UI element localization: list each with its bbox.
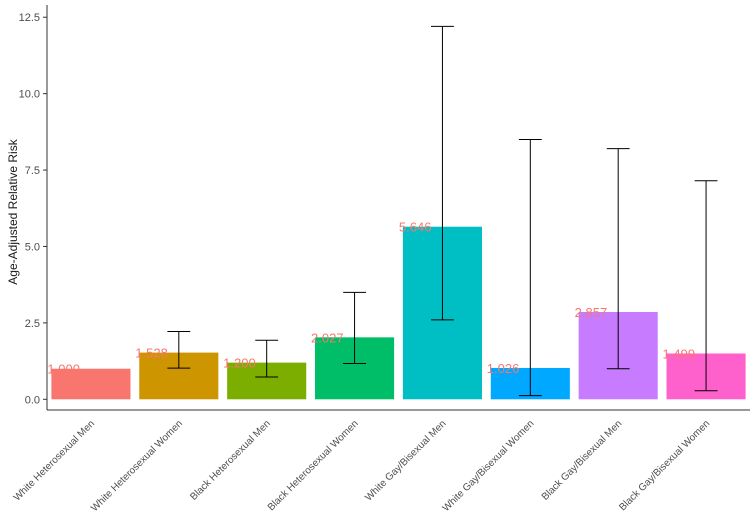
data-label: 2.857 <box>575 305 608 320</box>
bar <box>51 368 131 400</box>
y-tick-label: 7.5 <box>25 165 40 177</box>
bars-group <box>51 226 746 400</box>
x-tick-label: Black Heterosexual Men <box>188 418 272 502</box>
x-tick-label: White Heterosexual Men <box>12 418 97 503</box>
data-label: 1.026 <box>487 361 520 376</box>
value-labels-group: 1.000 1.528 1.200 2.027 5.646 1.026 2.857 1.499 <box>47 220 695 377</box>
y-tick-label: 0.0 <box>25 394 40 406</box>
data-label: 1.000 <box>47 362 80 377</box>
data-label: 2.027 <box>311 330 344 345</box>
y-tick-label: 2.5 <box>25 318 40 330</box>
y-axis-title: Age-Adjusted Relative Risk <box>6 138 20 284</box>
y-tick-label: 12.5 <box>19 12 40 24</box>
y-axis: 0.0 2.5 5.0 7.5 10.0 12.5 <box>19 5 48 410</box>
x-tick-label: Black Heterosexual Women <box>266 418 361 513</box>
data-label: 1.200 <box>223 356 256 371</box>
x-tick-label: White Gay/Bisexual Women <box>441 418 537 514</box>
data-label: 5.646 <box>399 220 432 235</box>
y-tick-label: 10.0 <box>19 89 40 101</box>
data-label: 1.528 <box>135 346 168 361</box>
y-tick-label: 5.0 <box>25 241 40 253</box>
data-label: 1.499 <box>663 346 696 361</box>
x-tick-label: Black Gay/Bisexual Women <box>617 418 712 513</box>
x-tick-label: Black Gay/Bisexual Men <box>540 418 624 502</box>
x-tick-label: White Heterosexual Women <box>89 418 185 514</box>
x-tick-label: White Gay/Bisexual Men <box>363 418 448 503</box>
error-bars-group <box>167 25 718 397</box>
